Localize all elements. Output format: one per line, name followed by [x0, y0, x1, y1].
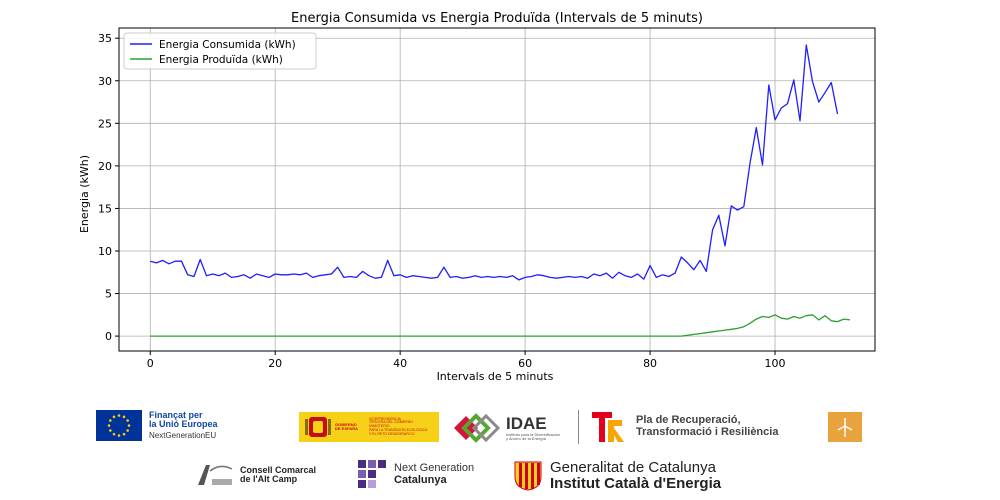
eu-funding-line3: NextGenerationEU	[149, 430, 217, 440]
spain-government-logo: GOBIERNO DE ESPAÑA VICEPRESIDENCIA TERCE…	[299, 412, 439, 442]
gov-line2: DE ESPAÑA	[335, 426, 359, 431]
eu-star	[127, 424, 131, 427]
plot-frame	[118, 27, 876, 352]
y-tick-label: 5	[105, 288, 112, 301]
consell-line2: de l'Alt Camp	[240, 474, 298, 484]
chart-area: Energia Consumida vs Energia Produïda (I…	[78, 11, 876, 383]
ministry-line5: Y EL RETO DEMOGRÁFICO	[369, 431, 415, 436]
wind-turbine-icon	[837, 418, 853, 437]
ministry-line3: MINISTERIO	[369, 424, 390, 429]
x-axis-ticks: 0 20 40 60 80 100	[147, 351, 786, 370]
y-tick-label: 25	[98, 117, 112, 130]
ministry-line1: VICEPRESIDENCIA	[369, 416, 401, 421]
series-line-consumida	[150, 44, 839, 281]
next-generation-line1: Next Generation	[394, 462, 475, 475]
spain-coat-of-arms-icon	[305, 417, 331, 437]
generalitat-text-block: Generalitat de Catalunya Institut Català…	[550, 460, 721, 492]
legend-box	[123, 32, 317, 70]
idae-emblem-icon	[454, 413, 501, 443]
eu-star	[126, 419, 129, 422]
eu-star	[117, 434, 121, 437]
eu-funding-line2: la Unió Europea	[149, 419, 218, 430]
eu-star	[122, 432, 126, 436]
eu-funding-logo: Finançat per la Unió Europea NextGenerat…	[96, 410, 218, 441]
idae-sub-line2: y Ahorro de la Energía	[506, 435, 546, 441]
chart-title: Energia Consumida vs Energia Produïda (I…	[291, 11, 703, 26]
eu-star	[109, 429, 112, 432]
gov-line1: GOBIERNO	[335, 421, 357, 427]
legend: Energia Consumida (kWh) Energia Produïda …	[123, 32, 317, 70]
idae-logo: IDAE Instituto para la Diversificación y…	[450, 410, 560, 446]
generalitat-line1: Generalitat de Catalunya	[550, 459, 716, 476]
legend-label: Energia Consumida (kWh)	[159, 39, 296, 51]
generalitat-line2: Institut Català d'Energia	[550, 474, 722, 492]
idae-name: IDAE	[506, 413, 547, 433]
x-tick-label: 100	[765, 357, 786, 370]
x-tick-label: 80	[643, 357, 657, 370]
generalitat-logo: Generalitat de Catalunya Institut Català…	[514, 460, 721, 492]
eu-funding-line1: Finançat per	[149, 409, 203, 420]
eu-star	[112, 432, 116, 436]
next-generation-catalunya-logo: Next Generation Catalunya	[358, 460, 474, 490]
y-tick-label: 20	[98, 160, 112, 173]
eu-text-block: Finançat per la Unió Europea NextGenerat…	[149, 409, 218, 440]
eu-star	[122, 415, 126, 419]
x-tick-label: 20	[268, 357, 282, 370]
y-axis-ticks: 0 5 10 15 20 25 30 35	[98, 32, 119, 343]
y-tick-label: 0	[105, 330, 112, 343]
idae-sub-line1: Instituto para la Diversificación	[506, 431, 561, 437]
consell-line1: Consell Comarcal	[240, 464, 317, 475]
eu-star	[126, 429, 129, 432]
recovery-plan-text-block: Pla de Recuperació, Transformació i Resi…	[636, 415, 778, 438]
energy-line-chart: Energia Consumida vs Energia Produïda (I…	[78, 11, 876, 383]
eu-star	[109, 419, 112, 422]
recovery-plan-line2: Transformació i Resiliència	[636, 426, 779, 438]
consell-comarcal-logo: Consell Comarcal de l'Alt Camp	[192, 461, 316, 489]
series-line-produida	[150, 314, 851, 337]
series-layer	[150, 44, 851, 337]
x-tick-label: 60	[518, 357, 532, 370]
y-tick-label: 30	[98, 75, 112, 88]
regional-badge-logo	[828, 412, 862, 442]
x-tick-label: 40	[393, 357, 407, 370]
legend-label: Energia Produïda (kWh)	[159, 54, 283, 66]
eu-star	[117, 414, 121, 417]
idae-text-block: IDAE Instituto para la Diversificación y…	[506, 415, 560, 441]
ministry-line4: PARA LA TRANSICIÓN ECOLÓGICA	[369, 427, 428, 432]
x-tick-label: 0	[147, 357, 154, 370]
recovery-plan-logo: Pla de Recuperació, Transformació i Resi…	[590, 410, 778, 444]
logo-divider	[578, 410, 579, 444]
gov-text-block: GOBIERNO DE ESPAÑA	[335, 421, 365, 431]
y-tick-label: 10	[98, 245, 112, 258]
next-generation-text-block: Next Generation Catalunya	[394, 463, 474, 486]
grid-lines	[119, 28, 875, 351]
recovery-plan-tr-icon	[592, 412, 624, 442]
recovery-plan-line1: Pla de Recuperació,	[636, 414, 741, 427]
next-generation-squares-icon	[358, 460, 386, 488]
y-axis-label: Energia (kWh)	[78, 155, 91, 233]
eu-flag-icon	[96, 410, 142, 441]
next-generation-line2: Catalunya	[394, 474, 447, 486]
ministry-text-block: VICEPRESIDENCIA TERCERA DEL GOBIERNO MIN…	[369, 416, 437, 436]
alt-camp-emblem-icon	[198, 465, 233, 485]
senyera-shield-icon	[514, 461, 542, 491]
x-axis-label: Intervals de 5 minuts	[437, 370, 554, 383]
ministry-line2: TERCERA DEL GOBIERNO	[369, 420, 414, 425]
consell-text-block: Consell Comarcal de l'Alt Camp	[240, 464, 317, 485]
eu-star	[107, 424, 111, 427]
eu-star	[112, 415, 116, 419]
y-tick-label: 35	[98, 32, 112, 45]
y-tick-label: 15	[98, 202, 112, 215]
